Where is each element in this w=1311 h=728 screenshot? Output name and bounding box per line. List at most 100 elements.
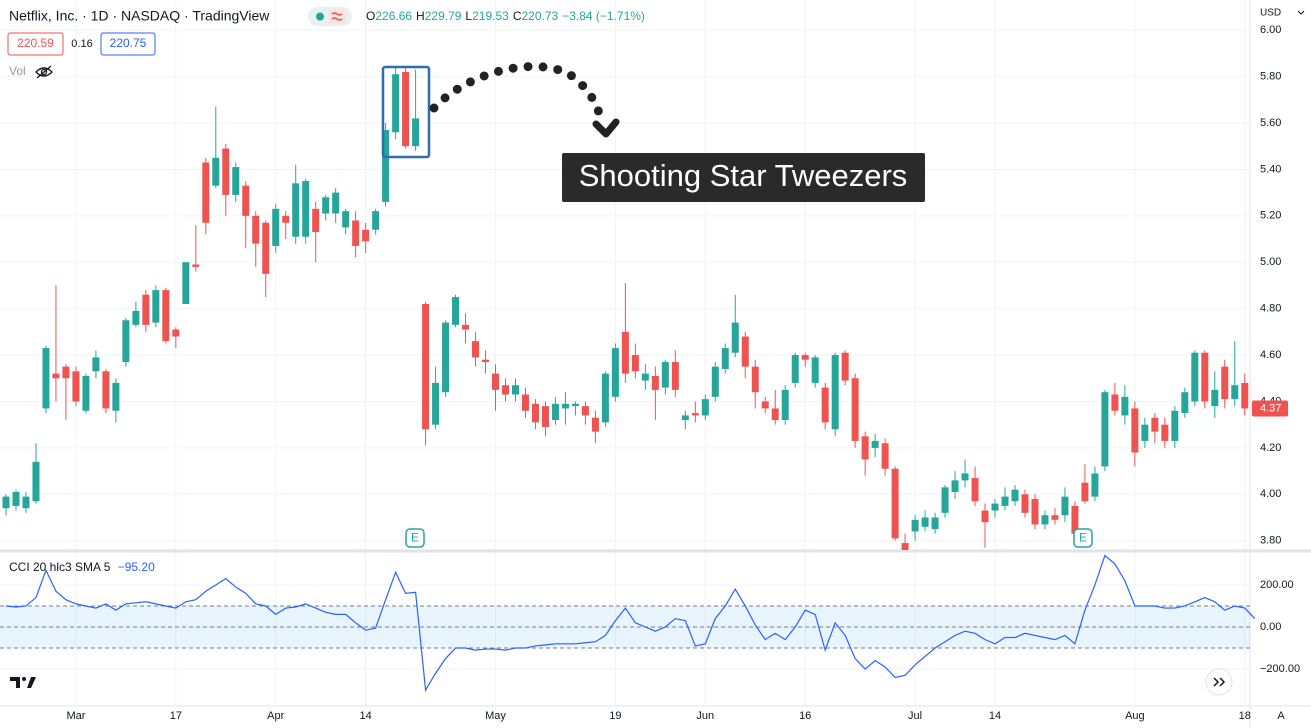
candle-body: [322, 197, 330, 214]
candle-body: [142, 294, 150, 325]
candle-body: [991, 503, 999, 511]
eye-pupil[interactable]: [40, 68, 48, 76]
candle-body: [212, 157, 220, 186]
y2-tick-label: 200.00: [1260, 579, 1294, 591]
eye-slash[interactable]: [36, 65, 52, 79]
candle-body: [312, 208, 320, 233]
candle-body: [222, 148, 230, 195]
ohlc-key: H: [416, 9, 425, 23]
candle-body: [62, 366, 70, 379]
x-tick-label: Jul: [908, 710, 922, 722]
candle-body: [472, 341, 480, 358]
candle-body: [811, 357, 819, 383]
candle-body: [382, 129, 390, 202]
candle-body: [701, 399, 709, 416]
symbol-title: Netflix, Inc. · 1D · NASDAQ · TradingVie…: [9, 8, 270, 24]
candle-body: [661, 362, 669, 388]
candle-body: [561, 403, 569, 409]
candle-body: [631, 355, 639, 372]
candle-body: [841, 352, 849, 381]
candle-body: [232, 167, 240, 195]
tv-logo[interactable]: [10, 677, 36, 688]
candle-body: [1121, 396, 1129, 416]
candle-body: [921, 517, 929, 527]
candle-body: [1041, 515, 1049, 525]
candle-body: [691, 413, 699, 416]
candle-body: [412, 118, 420, 147]
candle-body: [831, 355, 839, 430]
candle-body: [541, 406, 549, 428]
ohlc-value: 220.73: [521, 9, 558, 23]
candle-body: [442, 322, 450, 393]
candle-body: [1001, 496, 1009, 506]
candle-body: [531, 403, 539, 423]
hide-volume-icon[interactable]: [35, 65, 53, 79]
ohlc-key: C: [513, 9, 522, 23]
market-open-dot: [316, 12, 324, 21]
candle-body: [72, 371, 80, 402]
scroll-icon[interactable]: [1213, 677, 1226, 687]
last-price-tag: [1252, 400, 1288, 417]
candle-body: [771, 408, 779, 421]
logo-part[interactable]: [10, 677, 20, 688]
x-tick-label: May: [485, 710, 506, 722]
y-tick-label: 4.80: [1260, 303, 1281, 315]
y-tick-label: 4.00: [1260, 488, 1281, 500]
earnings-label: E: [1079, 531, 1087, 545]
currency[interactable]: USD: [1260, 8, 1281, 19]
candle-body: [1191, 352, 1199, 402]
currency-caret[interactable]: [1297, 10, 1305, 15]
last-price: 4.37: [1260, 402, 1281, 414]
candle-body: [751, 366, 759, 393]
ohlc-key: L: [465, 9, 472, 23]
candle-body: [601, 373, 609, 423]
candle-body: [332, 192, 340, 214]
candle-body: [521, 394, 529, 411]
candle-body: [861, 436, 869, 460]
candle-body: [721, 348, 729, 369]
candle-body: [102, 371, 110, 409]
auto-scale[interactable]: A: [1277, 710, 1285, 722]
candle-body: [192, 264, 200, 267]
candle-body: [911, 519, 919, 532]
candle-body: [1091, 473, 1099, 497]
candle-body: [1171, 410, 1179, 441]
annotation: Shooting Star Tweezers: [579, 158, 908, 193]
candle-body: [292, 183, 300, 237]
bid-box[interactable]: [7, 32, 64, 56]
candle-body: [482, 359, 490, 363]
candle-body: [1201, 352, 1209, 402]
auto-button[interactable]: [1272, 707, 1290, 725]
logo-dot[interactable]: [22, 677, 26, 681]
candle-body: [182, 262, 190, 305]
x-tick-label: 14: [360, 710, 372, 722]
logo-part[interactable]: [27, 677, 36, 688]
bid[interactable]: 220.59: [17, 36, 54, 50]
candle-body: [452, 297, 460, 325]
ask[interactable]: 220.75: [110, 36, 147, 50]
candle-body: [931, 517, 939, 530]
pattern-highlight: [381, 65, 431, 159]
ask-box[interactable]: [100, 32, 156, 56]
candle-body: [941, 487, 949, 513]
candle-body: [502, 385, 509, 395]
candle-body: [1021, 494, 1029, 513]
candle-body: [1011, 489, 1019, 502]
candle-body: [731, 322, 739, 353]
x-tick-label: 14: [989, 710, 1001, 722]
candle-body: [511, 385, 519, 395]
x-tick-label: 17: [170, 710, 182, 722]
candle-body: [651, 375, 659, 390]
y-tick-label: 4.20: [1260, 442, 1281, 454]
candle-body: [1131, 408, 1139, 453]
y-tick-label: 4.60: [1260, 349, 1281, 361]
candle-body: [981, 510, 989, 523]
candle-body: [432, 382, 440, 425]
ohlc-legend: O226.66 H229.79 L219.53 C220.73 −3.84 (−1.71…: [366, 9, 645, 23]
x-tick-label: 19: [609, 710, 621, 722]
candle-body: [1051, 515, 1059, 520]
candle-body: [262, 222, 270, 274]
volume-label: Vol: [9, 64, 26, 78]
